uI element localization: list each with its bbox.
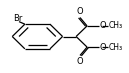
Text: CH₃: CH₃ <box>109 21 123 30</box>
Text: O: O <box>100 43 106 52</box>
Text: Br: Br <box>14 14 23 23</box>
Text: O: O <box>100 21 106 30</box>
Text: O: O <box>76 7 83 16</box>
Text: O: O <box>76 57 83 66</box>
Text: CH₃: CH₃ <box>109 43 123 52</box>
